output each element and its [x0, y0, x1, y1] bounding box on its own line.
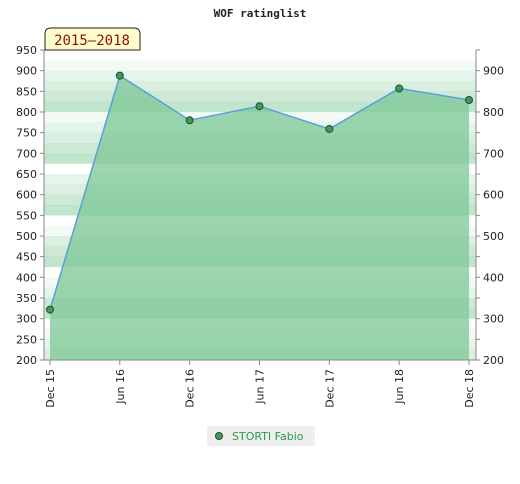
- legend-marker: [215, 432, 223, 440]
- legend-label: STORTI Fabio: [232, 430, 304, 443]
- data-point[interactable]: [325, 124, 334, 133]
- band: [44, 50, 476, 61]
- y-tick-label: 850: [16, 85, 37, 98]
- band: [44, 70, 476, 82]
- band: [44, 91, 476, 102]
- data-point[interactable]: [185, 116, 194, 125]
- y-tick-label: 750: [16, 127, 37, 140]
- y-tick-label: 700: [16, 147, 37, 160]
- data-point[interactable]: [255, 102, 264, 111]
- x-tick-label: Dec 17: [323, 369, 336, 408]
- y-tick-label: 400: [16, 271, 37, 284]
- y-tick-label: 600: [16, 189, 37, 202]
- y-tick-label-right: 900: [483, 65, 504, 78]
- legend-box: [207, 426, 315, 446]
- y-tick-label: 900: [16, 65, 37, 78]
- y-tick-label-right: 800: [483, 106, 504, 119]
- x-ticks: Dec 15 Jun 16 Dec 16 Jun 17 Dec 17 Jun 18 Dec …: [44, 360, 476, 408]
- y-tick-label: 250: [16, 333, 37, 346]
- y-tick-label: 300: [16, 313, 37, 326]
- x-tick-label: Jun 16: [114, 369, 127, 405]
- y-tick-label-right: 500: [483, 230, 504, 243]
- data-point[interactable]: [46, 305, 54, 314]
- chart-title: WOF ratinglist: [214, 7, 307, 20]
- y-tick-label: 950: [16, 44, 37, 57]
- y-tick-label-right: 700: [483, 147, 504, 160]
- y-tick-label-right: 300: [483, 313, 504, 326]
- y-tick-label: 200: [16, 354, 37, 367]
- y-tick-label: 550: [16, 209, 37, 222]
- y-tick-label: 800: [16, 106, 37, 119]
- y-ticks-left: 200 250 300 350 400 450 500 550 600 650 700 750 800 8…: [16, 44, 44, 367]
- y-ticks-right: 200 300 400 500 600 700 800 900: [476, 49, 504, 367]
- y-tick-label-right: 600: [483, 189, 504, 202]
- period-badge: 2015–2018: [44, 27, 141, 51]
- period-badge-box: [44, 27, 141, 51]
- band: [44, 60, 476, 71]
- y-tick-label: 450: [16, 251, 37, 264]
- y-tick-label-right: 400: [483, 271, 504, 284]
- data-points: [46, 71, 473, 314]
- data-point[interactable]: [465, 96, 473, 105]
- data-point[interactable]: [395, 84, 404, 93]
- y-tick-label: 650: [16, 168, 37, 181]
- legend[interactable]: STORTI Fabio: [207, 426, 315, 446]
- y-tick-label-right: 200: [483, 354, 504, 367]
- data-point[interactable]: [115, 71, 124, 80]
- x-tick-label: Dec 18: [463, 369, 476, 408]
- y-tick-label: 500: [16, 230, 37, 243]
- y-tick-label: 350: [16, 292, 37, 305]
- x-tick-label: Dec 15: [44, 369, 57, 408]
- x-tick-label: Jun 18: [393, 369, 406, 405]
- band: [44, 81, 476, 92]
- x-tick-label: Dec 16: [184, 369, 197, 408]
- x-tick-label: Jun 17: [254, 369, 267, 405]
- period-label: 2015–2018: [54, 33, 130, 49]
- series-area: [50, 75, 469, 361]
